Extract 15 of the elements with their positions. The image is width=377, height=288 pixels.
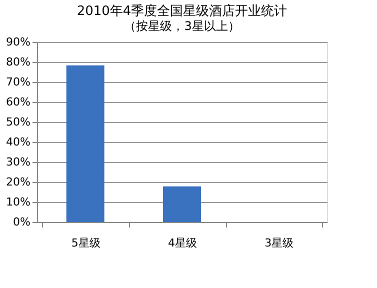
y-tick-label: 50%	[6, 116, 30, 128]
y-tick-label: 60%	[6, 96, 30, 108]
chart-subtitle: （按星级，3星以上）	[124, 19, 240, 33]
y-tick-label: 0%	[13, 216, 30, 228]
y-tick-label: 30%	[6, 156, 30, 168]
y-tick-label: 90%	[6, 36, 30, 48]
y-tick-label: 80%	[6, 56, 30, 68]
y-tick-label: 20%	[6, 176, 30, 188]
chart-title: 2010年4季度全国星级酒店开业统计	[76, 3, 288, 19]
y-tick-label: 70%	[6, 76, 30, 88]
x-tick-label: 3星级	[264, 236, 294, 250]
x-tick-label: 5星级	[71, 236, 100, 250]
x-tick-label: 4星级	[168, 236, 197, 250]
y-tick-label: 10%	[6, 196, 30, 208]
y-tick-label: 40%	[6, 136, 30, 148]
